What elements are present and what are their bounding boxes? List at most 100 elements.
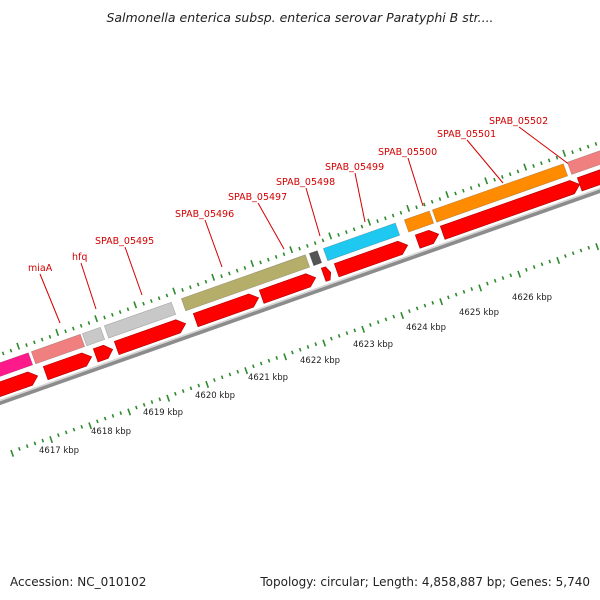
lower-tick	[111, 413, 115, 418]
label-leader-lines	[39, 126, 571, 324]
cds-arrow-6	[258, 273, 317, 304]
lower-tick	[376, 320, 380, 325]
upper-tick	[25, 343, 28, 348]
spab-05499-gene-bar	[322, 222, 401, 262]
lower-tick	[415, 306, 419, 311]
upper-tick	[328, 232, 333, 240]
upper-tick	[406, 204, 411, 212]
kbp-label-6: 4622 kbp	[300, 356, 340, 366]
upper-tick	[165, 293, 169, 298]
lower-tick	[275, 356, 279, 360]
upper-tick	[423, 202, 426, 207]
lower-tick	[205, 380, 210, 388]
upper-tick	[55, 328, 60, 336]
lower-tick-track	[10, 243, 600, 457]
lower-tick	[119, 411, 123, 416]
lower-tick	[540, 262, 544, 267]
upper-tick	[547, 158, 551, 163]
lower-tick	[181, 389, 185, 393]
lower-tick	[322, 339, 327, 347]
lower-tick	[220, 375, 224, 380]
kbp-label-3: 4619 kbp	[143, 408, 183, 418]
genome-summary-text: Topology: circular; Length: 4,858,887 bp…	[260, 575, 590, 589]
upper-tick	[1, 351, 5, 356]
upper-tick	[540, 161, 543, 166]
upper-tick	[562, 149, 567, 157]
lower-tick	[454, 292, 458, 297]
upper-tick	[579, 147, 582, 152]
spab-05502-gene-bar	[566, 150, 600, 175]
lower-tick	[127, 408, 132, 416]
upper-tick	[211, 273, 216, 281]
upper-tick	[87, 321, 91, 325]
kbp-label-4: 4620 kbp	[195, 391, 235, 401]
lower-tick	[197, 383, 201, 388]
lower-tick	[439, 298, 444, 306]
upper-tick	[516, 169, 520, 174]
leader-line-6	[305, 187, 321, 237]
lower-tick	[400, 311, 405, 320]
lower-tick	[158, 397, 162, 402]
spab-05495-gene-bar	[103, 301, 177, 339]
lower-tick	[291, 350, 294, 355]
upper-tick	[367, 218, 372, 226]
upper-tick	[40, 337, 44, 342]
kbp-label-8: 4624 kbp	[406, 323, 446, 333]
hfq-gene-bar	[81, 326, 106, 347]
accession-text: Accession: NC_010102	[10, 575, 147, 589]
lower-tick	[213, 378, 216, 382]
upper-tick	[298, 246, 301, 251]
lower-tick	[306, 345, 310, 349]
lower-tick	[478, 284, 483, 292]
upper-tick	[532, 164, 535, 168]
lower-tick	[298, 347, 302, 352]
cds-arrow-7	[320, 266, 332, 282]
lower-tick	[135, 405, 138, 410]
cds-arrow-10	[439, 180, 581, 240]
mia-a-gene-bar	[30, 333, 86, 365]
upper-tick	[142, 301, 145, 306]
lower-tick	[314, 342, 318, 347]
lower-tick	[587, 245, 591, 250]
upper-tick	[172, 287, 177, 295]
leader-line-10	[518, 126, 571, 166]
lower-tick	[532, 265, 536, 269]
upper-tick	[376, 219, 379, 223]
upper-tick	[555, 155, 559, 160]
kbp-label-7: 4623 kbp	[353, 340, 393, 350]
upper-tick	[259, 260, 262, 265]
cds-arrow-8	[333, 240, 409, 278]
lower-tick	[423, 303, 427, 308]
upper-tick	[282, 252, 286, 257]
sequence-backbone	[0, 187, 600, 406]
kbp-label-5: 4621 kbp	[248, 373, 288, 383]
upper-tick	[33, 340, 36, 345]
cds-arrow-4	[113, 319, 187, 355]
lower-tick	[57, 433, 60, 438]
upper-tick	[243, 266, 247, 270]
upper-tick	[220, 274, 223, 279]
lower-tick	[150, 400, 154, 404]
upper-tick	[438, 197, 442, 201]
upper-tick	[64, 329, 67, 334]
kbp-label-9: 4625 kbp	[459, 308, 499, 318]
upper-tick	[94, 315, 99, 323]
kbp-label-2: 4618 kbp	[91, 427, 131, 437]
lower-tick	[64, 430, 68, 435]
leader-line-5	[257, 202, 285, 250]
lower-tick	[18, 447, 21, 451]
lower-tick	[88, 422, 93, 430]
lower-tick	[189, 386, 193, 391]
gene-label-9: SPAB_05501	[437, 129, 496, 140]
upper-tick	[586, 144, 590, 149]
pink-gene-bar	[0, 352, 34, 377]
spab-05500-gene-bar	[403, 210, 435, 233]
upper-tick	[469, 186, 473, 190]
gene-label-1: miaA	[28, 263, 53, 274]
upper-tick	[508, 172, 512, 177]
upper-tick	[454, 191, 457, 196]
upper-tick	[352, 227, 356, 232]
upper-tick	[16, 342, 21, 350]
lower-tick	[595, 243, 600, 251]
